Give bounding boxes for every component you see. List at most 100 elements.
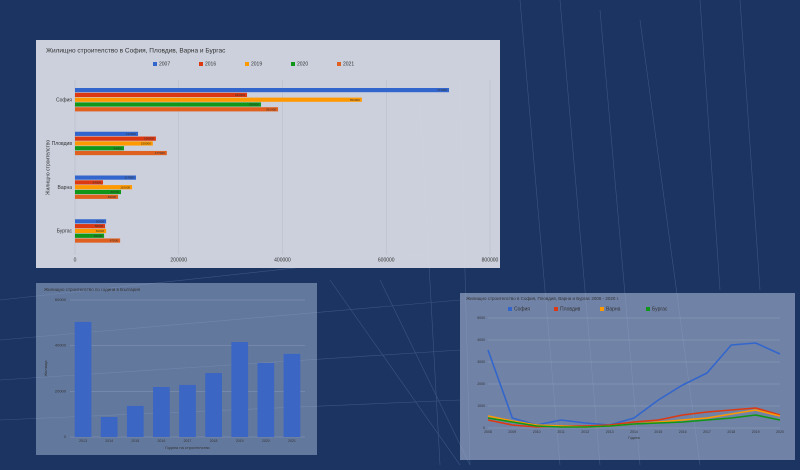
legend-swatch xyxy=(646,307,650,311)
y-tick-label: Бургас xyxy=(57,229,73,235)
bar xyxy=(75,180,104,185)
bar xyxy=(75,97,362,102)
x-tick-label: 2008 xyxy=(484,430,492,434)
legend-label: 2019 xyxy=(251,61,262,67)
bar xyxy=(100,416,118,437)
value-label: 83000 xyxy=(108,195,117,199)
value-label: 94500 xyxy=(114,146,123,150)
x-tick-label: 2015 xyxy=(131,439,139,443)
bar xyxy=(75,175,137,180)
legend-swatch xyxy=(508,307,512,311)
value-label: 331600 xyxy=(235,93,245,97)
bar xyxy=(205,373,222,437)
bar xyxy=(75,219,107,224)
bar xyxy=(75,88,450,93)
bar xyxy=(231,342,249,437)
x-tick-label: 2013 xyxy=(606,430,614,434)
y-axis-label: Жилищно строителство xyxy=(45,140,51,195)
panel xyxy=(460,293,795,460)
y-tick-label: 5000 xyxy=(477,316,485,320)
x-tick-label: 2019 xyxy=(752,430,760,434)
x-tick-label: 400000 xyxy=(274,257,291,263)
legend-label: Бургас xyxy=(652,306,668,312)
y-tick-label: 0 xyxy=(483,426,485,430)
legend-swatch xyxy=(245,62,249,66)
y-tick-label: София xyxy=(56,97,72,103)
value-label: 150000 xyxy=(141,142,151,146)
x-tick-label: 2017 xyxy=(184,439,192,443)
legend-swatch xyxy=(554,307,558,311)
value-label: 56000 xyxy=(94,234,103,238)
legend-label: 2007 xyxy=(159,61,170,67)
bar xyxy=(75,146,125,151)
y-tick-label: 0 xyxy=(64,434,67,439)
value-label: 110000 xyxy=(120,185,130,189)
bar xyxy=(75,92,248,97)
x-tick-label: 2014 xyxy=(630,430,638,434)
x-tick-label: 0 xyxy=(74,257,77,263)
y-tick-label: 60000 xyxy=(55,297,67,302)
y-tick-label: 20000 xyxy=(55,388,67,393)
legend-swatch xyxy=(291,62,295,66)
x-tick-label: 2010 xyxy=(533,430,541,434)
value-label: 60000 xyxy=(96,219,105,223)
x-tick-label: 2021 xyxy=(288,439,296,443)
legend-label: 2021 xyxy=(343,61,354,67)
value-label: 177000 xyxy=(155,151,165,155)
value-label: 121500 xyxy=(126,132,136,136)
bar xyxy=(75,185,133,190)
value-label: 60000 xyxy=(96,229,105,233)
value-label: 553000 xyxy=(350,98,360,102)
y-tick-label: 4000 xyxy=(477,338,485,342)
x-tick-label: 2016 xyxy=(679,430,687,434)
bar xyxy=(74,321,92,437)
bar xyxy=(75,224,106,229)
value-label: 156000 xyxy=(144,137,154,141)
value-label: 358600 xyxy=(249,103,259,107)
x-tick-label: 800000 xyxy=(482,257,499,263)
y-axis-label: Жилища xyxy=(43,360,48,377)
x-tick-label: 2017 xyxy=(703,430,711,434)
x-tick-label: 2009 xyxy=(508,430,516,434)
x-tick-label: 2018 xyxy=(210,439,218,443)
bar xyxy=(75,189,122,195)
bar xyxy=(75,107,279,112)
x-tick-label: 2015 xyxy=(654,430,662,434)
bar xyxy=(257,363,275,437)
bar xyxy=(75,150,167,156)
legend-swatch xyxy=(153,62,157,66)
y-tick-label: 2000 xyxy=(477,382,485,386)
legend-label: Пловдив xyxy=(560,306,581,312)
value-label: 391400 xyxy=(266,107,276,111)
bar xyxy=(153,386,170,437)
legend-label: 2020 xyxy=(297,61,308,67)
bar xyxy=(75,102,262,107)
x-tick-label: 2020 xyxy=(262,439,270,443)
value-label: 87000 xyxy=(110,239,119,243)
x-tick-label: 200000 xyxy=(170,257,187,263)
x-axis-label: Година на строителство xyxy=(165,445,210,450)
chart-title: Жилищно строителство по години в Българи… xyxy=(44,287,141,292)
legend-label: Варна xyxy=(606,306,621,312)
line xyxy=(487,414,781,428)
value-label: 721000 xyxy=(437,88,447,92)
y-tick-label: 3000 xyxy=(477,360,485,364)
x-tick-label: 2019 xyxy=(236,439,244,443)
x-tick-label: 2016 xyxy=(157,439,165,443)
y-tick-label: Пловдив xyxy=(52,141,73,147)
bar xyxy=(75,141,153,146)
y-tick-label: 1000 xyxy=(477,404,485,408)
bar xyxy=(75,228,107,234)
value-label: 58000 xyxy=(95,224,104,228)
bar xyxy=(75,233,105,238)
bar xyxy=(75,136,156,141)
x-tick-label: 2020 xyxy=(776,430,784,434)
y-tick-label: 40000 xyxy=(55,343,67,348)
x-tick-label: 2014 xyxy=(105,439,113,443)
value-label: 88700 xyxy=(111,190,120,194)
x-tick-label: 600000 xyxy=(378,257,395,263)
bar xyxy=(126,405,144,437)
chart-title: Жилищно строителство в София, Пловдив, В… xyxy=(46,48,226,55)
legend-label: София xyxy=(514,306,530,312)
